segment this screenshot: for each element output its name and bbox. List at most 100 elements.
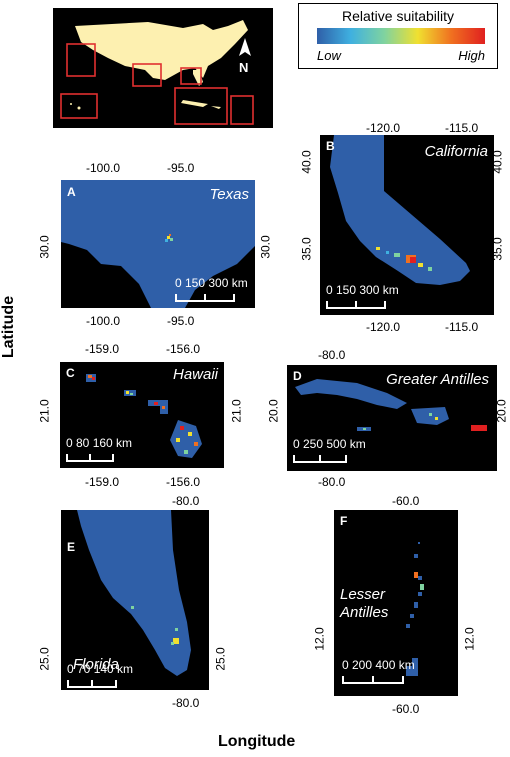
hotspot-cell bbox=[386, 251, 389, 254]
scale-tick bbox=[112, 454, 114, 461]
panel-d-scale-bar: 0 250 500 km bbox=[293, 437, 393, 467]
scale-tick bbox=[115, 680, 117, 687]
hotspot-cell bbox=[194, 442, 198, 446]
hotspot-cell bbox=[184, 450, 188, 454]
panel-c-scale-text: 0 80 160 km bbox=[66, 436, 133, 450]
hotspot-cell bbox=[92, 377, 95, 380]
island-trinidad bbox=[406, 666, 412, 676]
legend-low-label: Low bbox=[317, 48, 341, 63]
panel-a-top-tick-1: -100.0 bbox=[86, 161, 121, 175]
hotspot-cell bbox=[171, 642, 174, 645]
hotspot-cell bbox=[376, 247, 380, 250]
hispaniola-landmass bbox=[211, 106, 221, 109]
panel-f-region-name: Lesser Antilles bbox=[340, 586, 389, 621]
panel-a-scale-bar: 0 150 300 km bbox=[175, 276, 255, 306]
panel-e-scale-text: 0 70 140 km bbox=[67, 662, 134, 676]
panel-f-svg bbox=[406, 542, 424, 676]
panel-e-map: E Florida bbox=[61, 510, 209, 690]
x-axis-title: Longitude bbox=[218, 733, 296, 750]
scale-line bbox=[66, 460, 114, 462]
panel-a-region-name: Texas bbox=[209, 186, 249, 203]
hotspot-cell bbox=[394, 253, 400, 257]
box-florida bbox=[180, 67, 202, 85]
box-california bbox=[66, 43, 96, 77]
island-puerto-rico bbox=[471, 425, 487, 431]
panel-d-svg bbox=[295, 379, 487, 431]
hotspot-cell bbox=[88, 375, 92, 378]
panel-a-top-tick-2: -95.0 bbox=[167, 161, 195, 175]
legend-gradient bbox=[317, 28, 485, 44]
island bbox=[418, 592, 422, 596]
panel-e-top-tick: -80.0 bbox=[172, 494, 200, 508]
panel-d-scale-text: 0 250 500 km bbox=[293, 437, 366, 451]
scale-tick bbox=[355, 301, 357, 308]
panel-b-left-tick-2: 35.0 bbox=[299, 237, 314, 261]
scale-tick bbox=[89, 454, 91, 461]
hotspot-cell bbox=[176, 438, 180, 442]
panel-b-left-tick-1: 40.0 bbox=[299, 150, 314, 174]
island bbox=[414, 602, 418, 608]
panel-b-bottom-tick-2: -115.0 bbox=[445, 320, 479, 334]
hotspot-cell bbox=[428, 267, 432, 271]
panel-b-bottom-tick-1: -120.0 bbox=[366, 320, 401, 334]
hotspot-cell bbox=[126, 391, 129, 394]
usa-landmass bbox=[75, 20, 248, 80]
panel-e-left-tick: 25.0 bbox=[37, 647, 52, 671]
scale-line bbox=[175, 300, 235, 302]
hotspot-cell bbox=[130, 393, 133, 395]
box-lesser-antilles bbox=[230, 95, 254, 125]
island-cuba bbox=[295, 379, 407, 409]
panel-b-map: B California 0 150 300 km bbox=[320, 135, 494, 315]
hotspot-cell bbox=[169, 234, 171, 236]
hotspot-cell bbox=[414, 572, 418, 578]
panel-c-region-name: Hawaii bbox=[172, 366, 218, 383]
scale-tick bbox=[384, 301, 386, 308]
panel-a-letter: A bbox=[67, 185, 76, 199]
hotspot-cell bbox=[154, 402, 158, 405]
panel-c-top-tick-2: -156.0 bbox=[166, 342, 201, 356]
panel-e-right-tick: 25.0 bbox=[213, 647, 228, 671]
hotspot-cell bbox=[173, 638, 179, 644]
hotspot-cell bbox=[435, 417, 438, 420]
florida-peninsula bbox=[77, 510, 191, 676]
panel-b-right-tick-2: 35.0 bbox=[490, 237, 505, 261]
panel-a-svg bbox=[61, 180, 255, 308]
hotspot-cell bbox=[420, 584, 424, 590]
panel-c-map: C Hawaii 0 80 160 km bbox=[60, 362, 224, 468]
panel-b-top-tick-2: -115.0 bbox=[445, 121, 479, 135]
panel-e-svg bbox=[77, 510, 191, 676]
panel-c-right-tick: 21.0 bbox=[229, 399, 244, 423]
scale-line bbox=[326, 307, 386, 309]
scale-tick bbox=[345, 455, 347, 462]
hotspot-cell bbox=[131, 606, 134, 609]
panel-c-bottom-tick-1: -159.0 bbox=[85, 475, 120, 489]
panel-b-scale-text: 0 150 300 km bbox=[326, 283, 399, 297]
panel-d-left-tick: 20.0 bbox=[266, 399, 281, 423]
panel-f-letter: F bbox=[340, 514, 348, 528]
panel-e-scale-bar-visible: 0 70 140 km bbox=[67, 662, 157, 692]
hotspot-cell bbox=[180, 426, 184, 430]
legend-box: Relative suitability Low High bbox=[298, 3, 498, 69]
california-landmass bbox=[330, 135, 470, 285]
panel-d-letter: D bbox=[293, 369, 302, 383]
north-arrow-icon bbox=[239, 38, 251, 56]
hotspot-cell bbox=[410, 257, 416, 263]
panel-d-bottom-tick: -80.0 bbox=[318, 475, 346, 489]
panel-f-map: F Lesser Antilles 0 200 400 km bbox=[334, 510, 458, 696]
scale-tick bbox=[91, 680, 93, 687]
panel-d-top-tick: -80.0 bbox=[318, 348, 346, 362]
panel-f-scale-bar: 0 200 400 km bbox=[342, 658, 452, 688]
panel-c-svg bbox=[86, 374, 202, 458]
island bbox=[418, 542, 420, 544]
island bbox=[410, 614, 414, 618]
hotspot-cell bbox=[188, 432, 192, 436]
panel-b-scale-bar: 0 150 300 km bbox=[326, 283, 416, 313]
panel-b-right-tick-1: 40.0 bbox=[490, 150, 505, 174]
panel-b-letter: B bbox=[326, 139, 335, 153]
panel-f-bottom-tick: -60.0 bbox=[392, 702, 420, 716]
panel-d-region-name: Greater Antilles bbox=[386, 371, 489, 388]
box-greater-antilles bbox=[174, 87, 228, 125]
panel-b-top-tick-1: -120.0 bbox=[366, 121, 401, 135]
overview-inset-svg bbox=[60, 20, 254, 125]
panel-c-left-tick: 21.0 bbox=[37, 399, 52, 423]
